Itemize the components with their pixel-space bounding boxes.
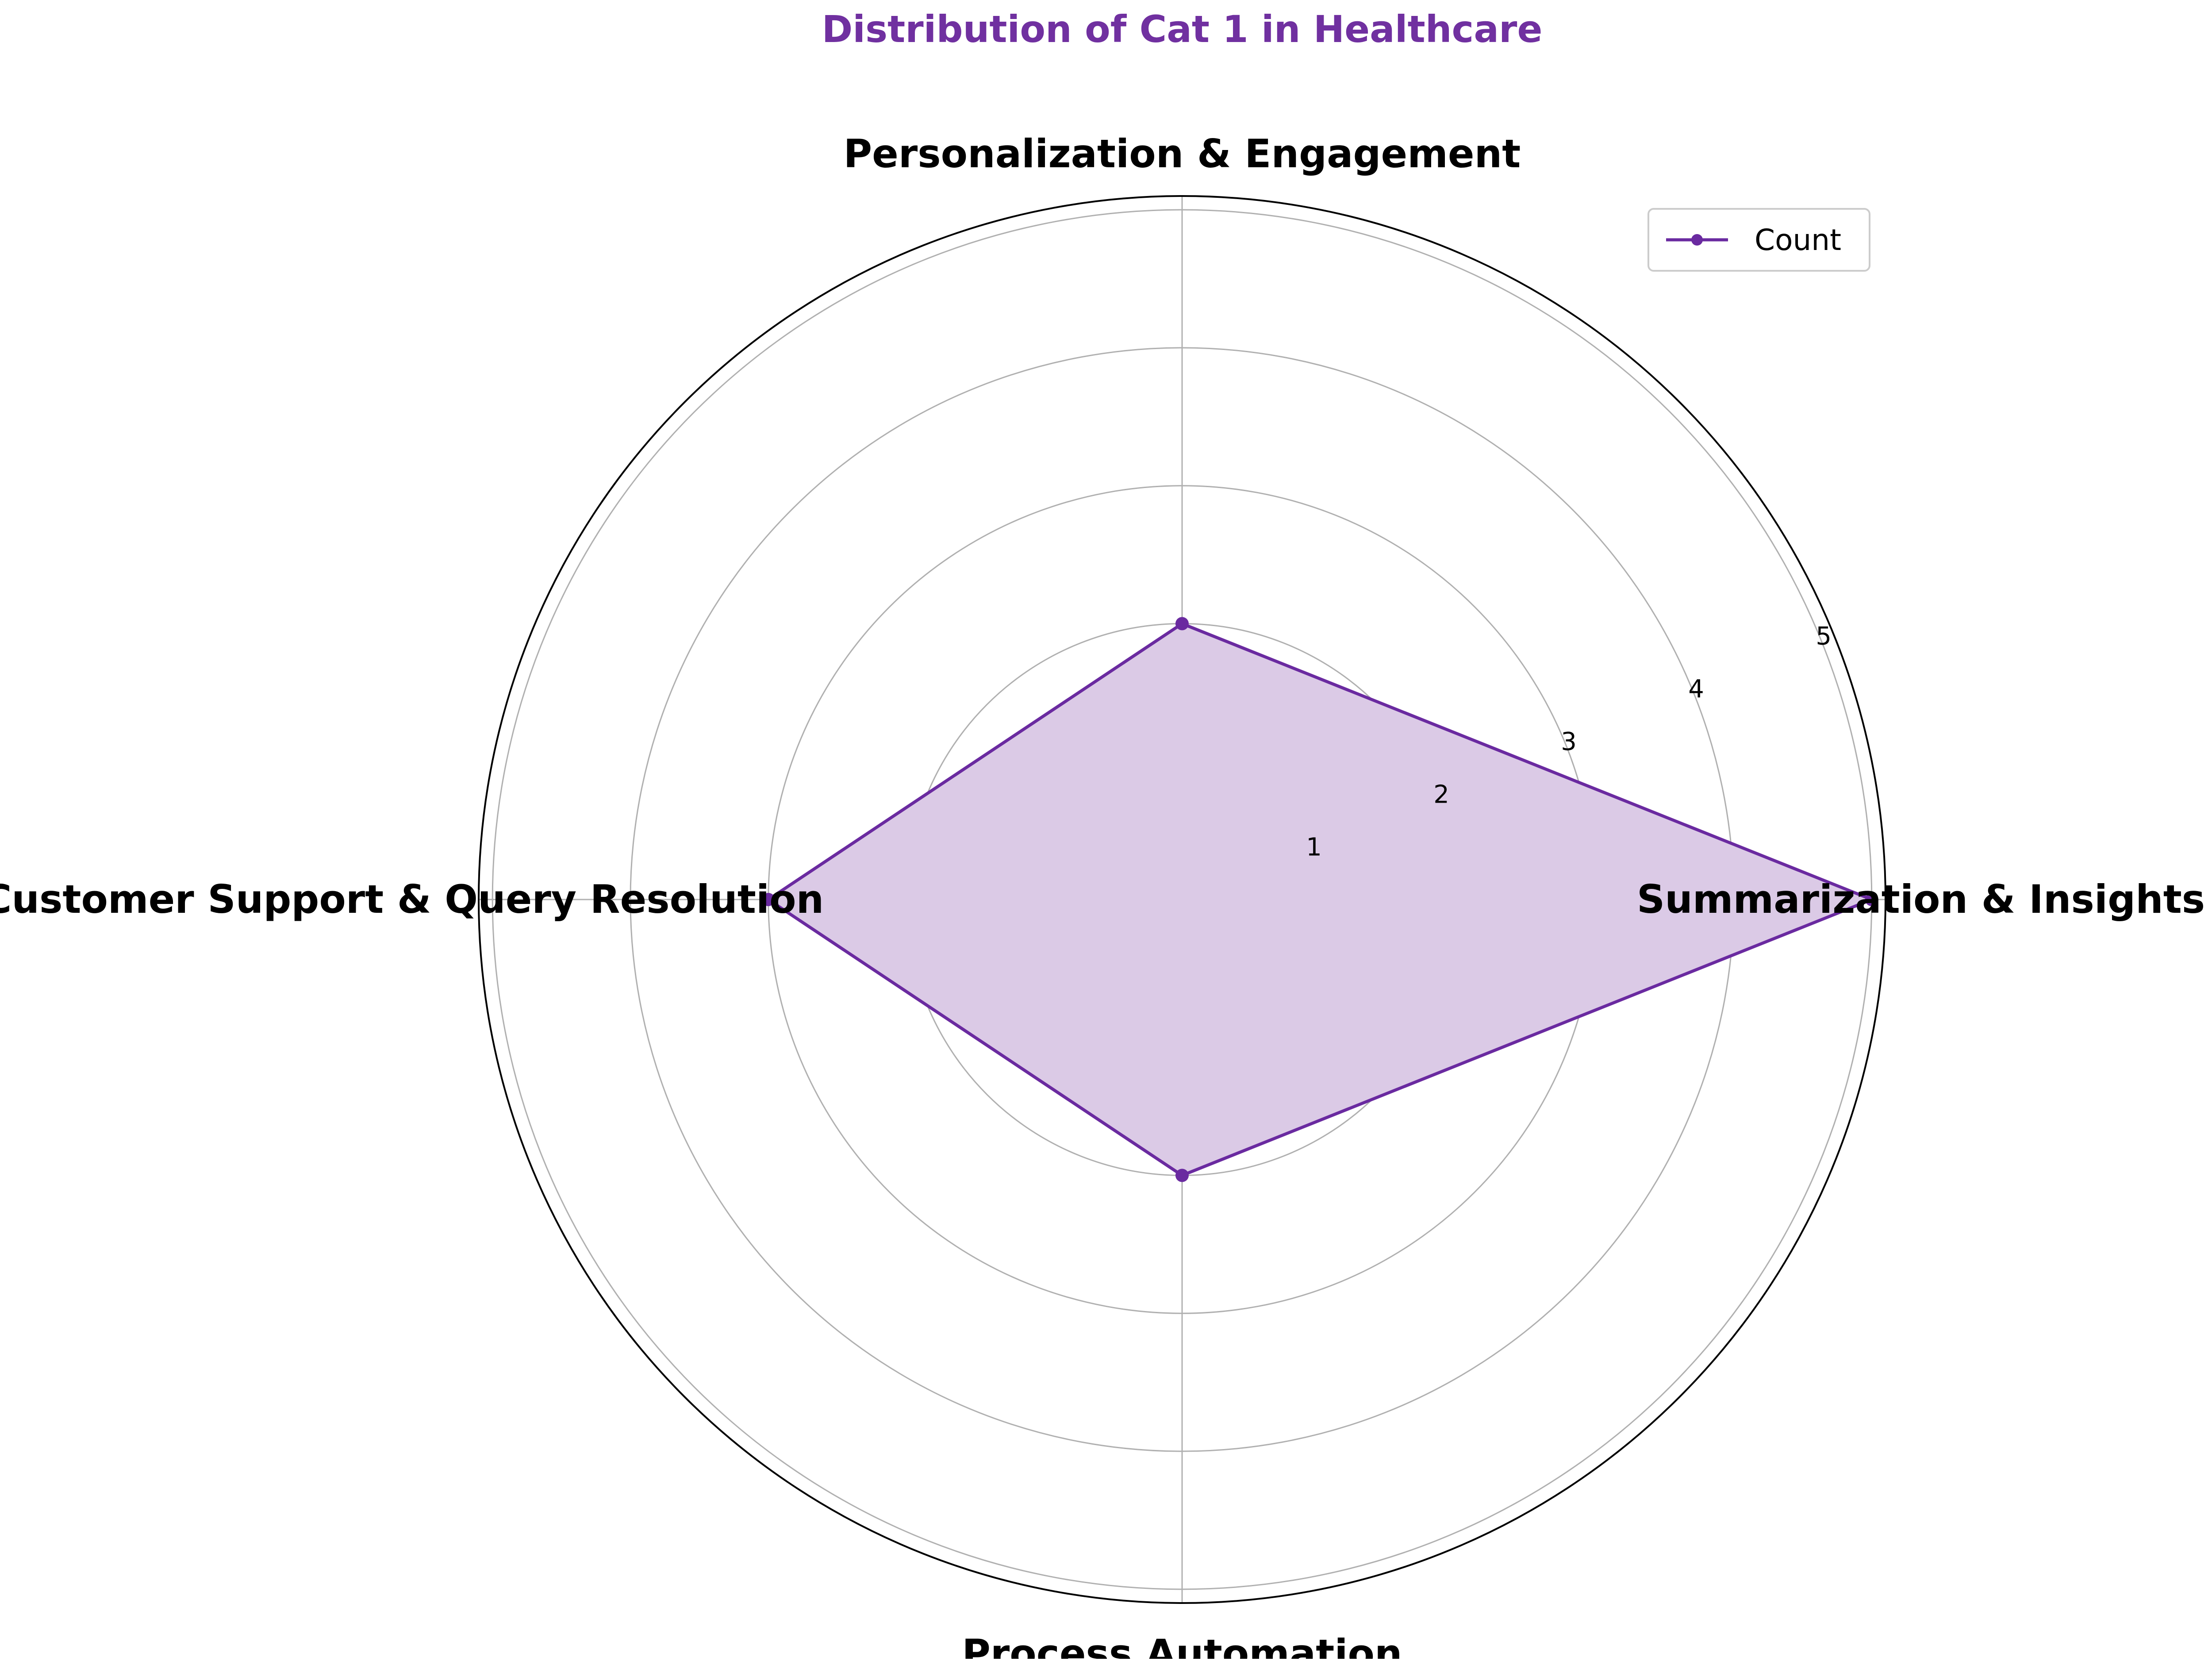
category-labels: Summarization & Insights Personalization …	[0, 131, 2205, 1661]
data-point-3	[1175, 1169, 1189, 1182]
r-tick-label-2: 2	[1433, 780, 1449, 809]
data-point-0	[1865, 893, 1878, 906]
series-area-0	[768, 623, 1872, 1176]
tick-layer: 1 2 3 4 5	[1306, 622, 1832, 861]
series-layer	[761, 617, 1878, 1182]
legend: Count	[1647, 208, 1870, 272]
category-label-3: Process Automation	[962, 1631, 1402, 1659]
polar-frame	[478, 195, 1886, 1604]
category-label-0: Summarization & Insights	[1637, 877, 2205, 922]
data-point-2	[761, 893, 775, 906]
legend-box	[1647, 208, 1870, 272]
category-label-2: Customer Support & Query Resolution	[0, 877, 824, 922]
r-tick-label-3: 3	[1561, 727, 1577, 756]
legend-series-marker-icon	[1691, 234, 1703, 246]
r-tick-label-1: 1	[1306, 833, 1322, 862]
r-tick-label-4: 4	[1688, 675, 1704, 704]
category-label-1: Personalization & Engagement	[844, 131, 1521, 177]
data-point-1	[1175, 617, 1189, 631]
legend-series-label: Count	[1755, 223, 1841, 257]
chart-title: Distribution of Cat 1 in Healthcare	[822, 8, 1543, 51]
r-tick-label-5: 5	[1816, 622, 1832, 650]
